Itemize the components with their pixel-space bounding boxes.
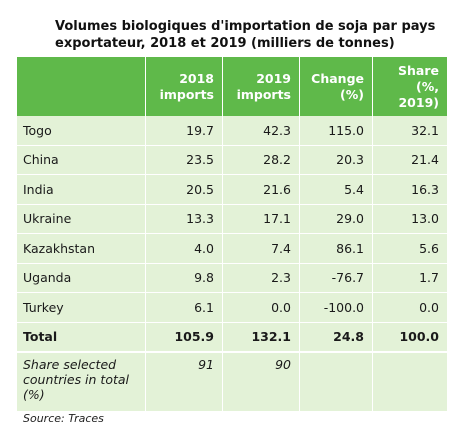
country-cell: China: [17, 145, 146, 175]
header-cell-country: [17, 57, 146, 116]
imports-2018-cell: 13.3: [145, 204, 223, 234]
share-cell: 13.0: [372, 204, 447, 234]
imports-2018-cell: 19.7: [145, 116, 223, 146]
total-2019-cell: 132.1: [222, 322, 300, 353]
share-cell: 1.7: [372, 263, 447, 293]
table-row: China 23.5 28.2 20.3 21.4: [17, 145, 447, 175]
table-row: Turkey 6.1 0.0 -100.0 0.0: [17, 292, 447, 323]
total-share-cell: 100.0: [372, 322, 447, 353]
source-note: Source: Traces: [23, 412, 104, 425]
share-cell: 21.4: [372, 145, 447, 175]
table-row: Togo 19.7 42.3 115.0 32.1: [17, 116, 447, 146]
imports-2019-cell: 2.3: [222, 263, 300, 293]
country-cell: Togo: [17, 116, 146, 146]
share-cell: 16.3: [372, 174, 447, 205]
change-cell: -76.7: [299, 263, 373, 293]
imports-2019-cell: 17.1: [222, 204, 300, 234]
share-selected-label: Share selected countries in total (%): [17, 352, 146, 412]
imports-2018-cell: 4.0: [145, 233, 223, 264]
imports-2019-cell: 28.2: [222, 145, 300, 175]
imports-2018-cell: 20.5: [145, 174, 223, 205]
table-row: Uganda 9.8 2.3 -76.7 1.7: [17, 263, 447, 293]
imports-2018-cell: 23.5: [145, 145, 223, 175]
change-cell: 20.3: [299, 145, 373, 175]
imports-2019-cell: 7.4: [222, 233, 300, 264]
country-cell: Uganda: [17, 263, 146, 293]
imports-2019-cell: 42.3: [222, 116, 300, 146]
header-cell-share: Share (%, 2019): [372, 57, 447, 116]
share-selected-row: Share selected countries in total (%) 91…: [17, 352, 447, 412]
change-cell: 5.4: [299, 174, 373, 205]
change-cell: 29.0: [299, 204, 373, 234]
table-row: Ukraine 13.3 17.1 29.0 13.0: [17, 204, 447, 234]
imports-table: 2018 imports 2019 imports Change (%) Sha…: [17, 57, 447, 412]
imports-2019-cell: 21.6: [222, 174, 300, 205]
share-cell: 0.0: [372, 292, 447, 323]
share-2019-cell: 90: [222, 352, 300, 412]
share-2018-cell: 91: [145, 352, 223, 412]
total-label: Total: [17, 322, 146, 353]
change-cell: 115.0: [299, 116, 373, 146]
header-row: 2018 imports 2019 imports Change (%) Sha…: [17, 57, 447, 116]
share-cell: 5.6: [372, 233, 447, 264]
table-row: India 20.5 21.6 5.4 16.3: [17, 174, 447, 205]
header-cell-2019: 2019 imports: [222, 57, 300, 116]
imports-2019-cell: 0.0: [222, 292, 300, 323]
total-row: Total 105.9 132.1 24.8 100.0: [17, 322, 447, 353]
header-cell-change: Change (%): [299, 57, 373, 116]
header-cell-2018: 2018 imports: [145, 57, 223, 116]
total-2018-cell: 105.9: [145, 322, 223, 353]
imports-2018-cell: 9.8: [145, 263, 223, 293]
share-cell: 32.1: [372, 116, 447, 146]
imports-2018-cell: 6.1: [145, 292, 223, 323]
country-cell: India: [17, 174, 146, 205]
table-row: Kazakhstan 4.0 7.4 86.1 5.6: [17, 233, 447, 264]
table-title: Volumes biologiques d'importation de soj…: [55, 19, 436, 51]
country-cell: Kazakhstan: [17, 233, 146, 264]
country-cell: Turkey: [17, 292, 146, 323]
share-change-cell: [299, 352, 373, 412]
share-share-cell: [372, 352, 447, 412]
change-cell: -100.0: [299, 292, 373, 323]
change-cell: 86.1: [299, 233, 373, 264]
country-cell: Ukraine: [17, 204, 146, 234]
total-change-cell: 24.8: [299, 322, 373, 353]
